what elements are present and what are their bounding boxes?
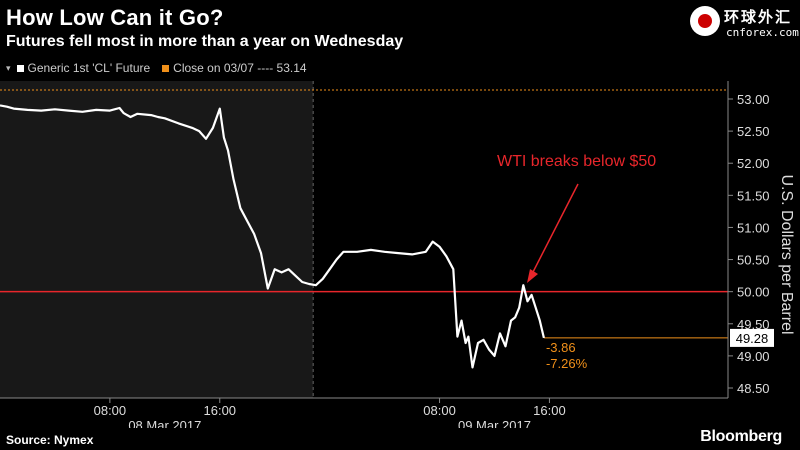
x-tick-label: 08:00 (94, 403, 127, 418)
x-tick-label: 08:00 (423, 403, 456, 418)
chart-title: How Low Can it Go? (6, 5, 224, 30)
y-tick-label: 49.00 (737, 349, 770, 364)
y-tick-label: 52.00 (737, 156, 770, 171)
legend-swatch-close (162, 64, 170, 72)
y-tick-label: 53.00 (737, 92, 770, 107)
last-price-value: 49.28 (736, 331, 769, 346)
price-chart: 48.50 49.00 49.50 50.00 50.50 51.00 51.50 52.00… (0, 81, 795, 428)
legend-label-series: Generic 1st 'CL' Future (27, 61, 151, 75)
change-pct-label: -7.26% (546, 356, 588, 371)
legend-swatch-series (16, 64, 24, 72)
chart-subtitle: Futures fell most in more than a year on… (6, 33, 404, 50)
y-tick-label: 51.00 (737, 220, 770, 235)
y-tick-label: 50.50 (737, 253, 770, 268)
cnforex-logo: 环球外汇 cnforex.com (690, 4, 799, 44)
last-price-badge (730, 328, 774, 347)
legend-item-close: Close on 03/07 ---- 53.14 (156, 61, 307, 75)
shaded-region (0, 81, 314, 398)
legend-label-close: Close on 03/07 ---- 53.14 (173, 61, 307, 75)
logo-en-text: cnforex.com (726, 26, 799, 39)
annotation-arrow (531, 183, 579, 275)
globe-icon (690, 6, 720, 36)
annotation-arrowhead (527, 269, 538, 283)
legend-item-series: Generic 1st 'CL' Future (11, 61, 151, 75)
y-tick-label: 48.50 (737, 381, 770, 396)
y-tick-label: 51.50 (737, 188, 770, 203)
y-tick-label: 50.00 (737, 285, 770, 300)
bloomberg-brand: Bloomberg (700, 428, 782, 445)
legend: ▾ Generic 1st 'CL' Future Close on 03/07… (6, 61, 313, 75)
change-abs-label: -3.86 (546, 340, 576, 355)
annotation-text: WTI breaks below $50 (497, 153, 656, 170)
x-tick-label: 16:00 (204, 403, 237, 418)
y-tick-label: 49.50 (737, 317, 770, 332)
legend-toggle-icon[interactable]: ▾ (6, 62, 11, 73)
x-date-label: 08 Mar 2017 (128, 418, 201, 428)
logo-cn-text: 环球外汇 (724, 9, 793, 26)
series-line (0, 104, 545, 369)
x-tick-label: 16:00 (533, 403, 566, 418)
y-tick-label: 52.50 (737, 124, 770, 139)
x-date-label: 09 Mar 2017 (458, 418, 531, 428)
source-note: Source: Nymex (6, 433, 94, 447)
y-axis-title: U.S. Dollars per Barrel (778, 174, 795, 334)
